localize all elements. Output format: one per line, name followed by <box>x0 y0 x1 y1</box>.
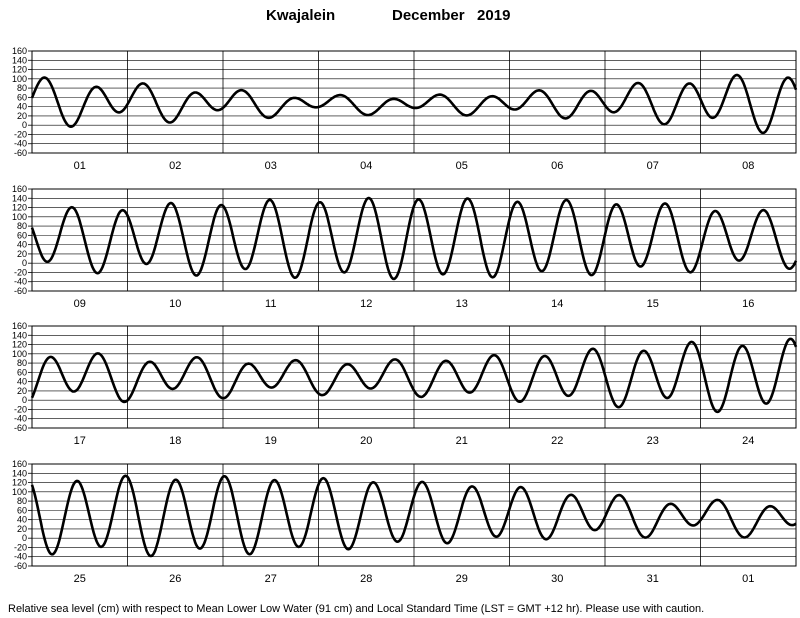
y-tick-label: -60 <box>14 561 27 571</box>
y-tick-label: 160 <box>12 321 27 331</box>
day-label: 18 <box>169 435 181 447</box>
tide-series-line <box>30 474 797 558</box>
y-tick-label: 20 <box>17 524 27 534</box>
y-tick-label: -40 <box>14 139 27 149</box>
tide-series-line <box>30 196 798 281</box>
chart-title-period: December 2019 <box>392 7 510 24</box>
y-tick-label: 140 <box>12 193 27 203</box>
y-tick-label: 80 <box>17 358 27 368</box>
y-tick-label: -60 <box>14 286 27 296</box>
day-label: 29 <box>456 573 468 585</box>
y-tick-label: 40 <box>17 377 27 387</box>
y-tick-label: 80 <box>17 221 27 231</box>
day-label: 08 <box>742 160 754 172</box>
day-label: 24 <box>742 435 754 447</box>
chart-title-station: Kwajalein <box>266 7 335 24</box>
y-tick-label: 0 <box>22 533 27 543</box>
y-tick-label: -40 <box>14 277 27 287</box>
day-label: 23 <box>647 435 659 447</box>
tide-series-line <box>30 337 798 414</box>
y-tick-label: -60 <box>14 148 27 158</box>
y-tick-label: 120 <box>12 65 27 75</box>
y-tick-label: 160 <box>12 459 27 469</box>
y-tick-label: 160 <box>12 184 27 194</box>
y-tick-label: 100 <box>12 212 27 222</box>
y-tick-label: -20 <box>14 129 27 139</box>
day-label: 31 <box>647 573 659 585</box>
day-label: 09 <box>74 298 86 310</box>
y-tick-label: 140 <box>12 468 27 478</box>
day-label: 20 <box>360 435 372 447</box>
y-tick-label: 20 <box>17 386 27 396</box>
y-tick-label: 160 <box>12 46 27 56</box>
day-label: 01 <box>742 573 754 585</box>
day-label: 16 <box>742 298 754 310</box>
y-tick-label: -20 <box>14 404 27 414</box>
day-label: 11 <box>265 298 276 310</box>
day-label: 06 <box>551 160 563 172</box>
y-tick-label: 40 <box>17 102 27 112</box>
y-tick-label: -60 <box>14 423 27 433</box>
y-tick-label: -40 <box>14 552 27 562</box>
day-label: 26 <box>169 573 181 585</box>
y-tick-label: -20 <box>14 542 27 552</box>
y-tick-label: 100 <box>12 487 27 497</box>
day-label: 01 <box>74 160 86 172</box>
day-label: 22 <box>551 435 563 447</box>
y-tick-label: 40 <box>17 240 27 250</box>
day-label: 13 <box>456 298 468 310</box>
y-tick-label: 140 <box>12 330 27 340</box>
y-tick-label: 60 <box>17 92 27 102</box>
y-tick-label: 120 <box>12 340 27 350</box>
y-tick-label: 100 <box>12 349 27 359</box>
panel-frame <box>31 50 797 154</box>
day-label: 28 <box>360 573 372 585</box>
y-tick-label: 140 <box>12 55 27 65</box>
y-tick-label: 60 <box>17 367 27 377</box>
y-tick-label: 0 <box>22 395 27 405</box>
day-label: 03 <box>265 160 277 172</box>
day-label: 15 <box>647 298 659 310</box>
day-label: 10 <box>169 298 181 310</box>
day-label: 19 <box>265 435 277 447</box>
day-label: 25 <box>74 573 86 585</box>
y-tick-label: 40 <box>17 515 27 525</box>
chart-footer: Relative sea level (cm) with respect to … <box>8 603 704 615</box>
day-label: 30 <box>551 573 563 585</box>
y-tick-label: -20 <box>14 267 27 277</box>
panel-frame <box>31 463 797 567</box>
y-tick-label: 120 <box>12 478 27 488</box>
y-tick-label: 100 <box>12 74 27 84</box>
y-tick-label: 120 <box>12 203 27 213</box>
panel-frame <box>31 325 797 429</box>
y-tick-label: 0 <box>22 120 27 130</box>
y-tick-label: 80 <box>17 83 27 93</box>
day-label: 21 <box>456 435 468 447</box>
day-label: 14 <box>551 298 563 310</box>
day-label: 27 <box>265 573 277 585</box>
y-tick-label: -40 <box>14 414 27 424</box>
y-tick-label: 60 <box>17 230 27 240</box>
day-label: 02 <box>169 160 181 172</box>
tide-series-line <box>30 73 798 135</box>
day-label: 05 <box>456 160 468 172</box>
y-tick-label: 60 <box>17 505 27 515</box>
y-tick-label: 0 <box>22 258 27 268</box>
day-label: 12 <box>360 298 372 310</box>
y-tick-label: 20 <box>17 249 27 259</box>
day-label: 17 <box>74 435 86 447</box>
day-label: 07 <box>647 160 659 172</box>
y-tick-label: 80 <box>17 496 27 506</box>
day-label: 04 <box>360 160 372 172</box>
y-tick-label: 20 <box>17 111 27 121</box>
panel-frame <box>31 188 797 292</box>
